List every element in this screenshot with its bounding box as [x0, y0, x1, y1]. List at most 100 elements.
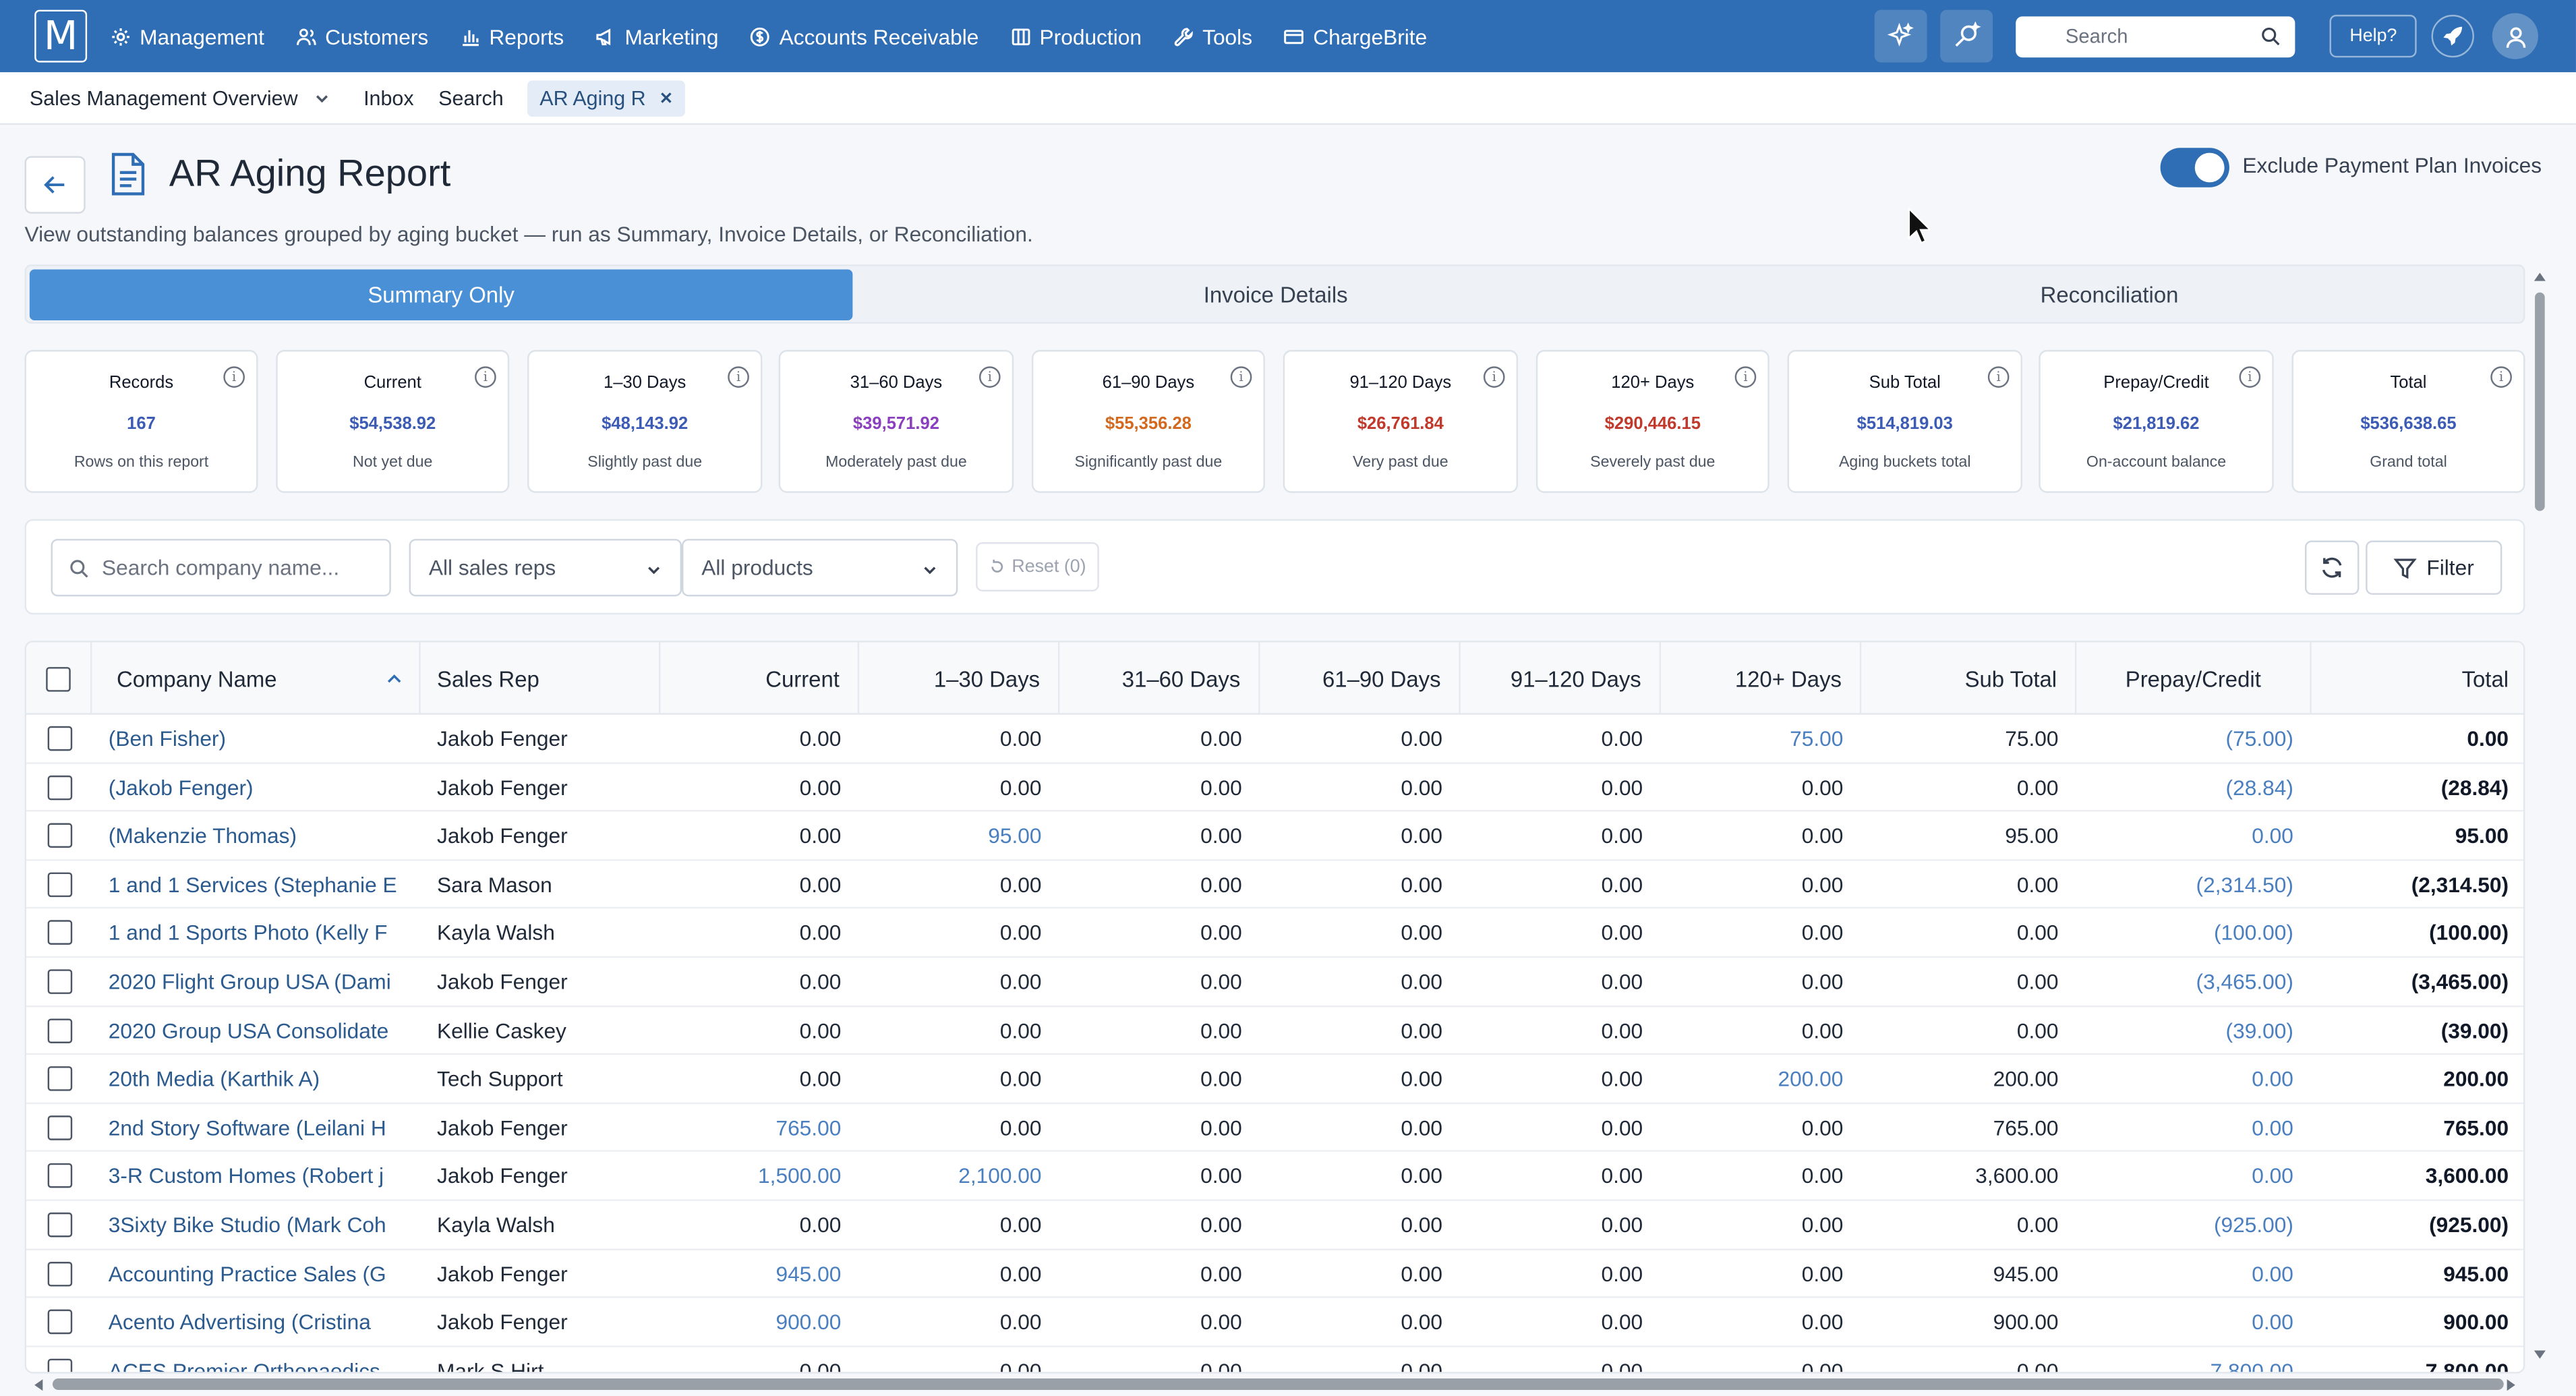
nav-management[interactable]: Management — [110, 24, 264, 49]
prepay-credit-cell[interactable]: (2,314.50) — [2196, 872, 2293, 897]
nav-production[interactable]: Production — [1010, 24, 1142, 49]
table-row[interactable]: 1 and 1 Sports Photo (Kelly F Kayla Walsh… — [26, 909, 2524, 958]
info-icon[interactable]: i — [1987, 366, 2010, 388]
prepay-credit-cell[interactable]: 0.00 — [2252, 1261, 2293, 1286]
prepay-credit-cell[interactable]: 0.00 — [2252, 1310, 2293, 1335]
vertical-scrollbar[interactable] — [2531, 271, 2548, 1368]
table-row[interactable]: Acento Advertising (Cristina Jakob Fenger… — [26, 1298, 2524, 1347]
prepay-credit-cell[interactable]: (100.00) — [2213, 921, 2293, 946]
row-checkbox[interactable] — [47, 969, 71, 994]
scroll-down-arrow-icon[interactable] — [2534, 1349, 2546, 1360]
table-row[interactable]: 2020 Group USA Consolidate Kellie Caskey 0… — [26, 1006, 2524, 1055]
reset-filters-button[interactable]: Reset (0) — [976, 542, 1099, 592]
row-checkbox[interactable] — [47, 823, 71, 848]
company-name-cell[interactable]: Accounting Practice Sales (G — [108, 1261, 386, 1286]
info-icon[interactable]: i — [475, 366, 496, 388]
info-icon[interactable]: i — [1483, 366, 1505, 388]
table-row[interactable]: (Jakob Fenger) Jakob Fenger 0.00 0.00 0.00 0.… — [26, 763, 2524, 812]
sort-ascending-icon[interactable] — [386, 672, 403, 685]
company-name-cell[interactable]: (Makenzie Thomas) — [108, 823, 297, 848]
company-name-cell[interactable]: (Jakob Fenger) — [108, 774, 254, 800]
current-cell[interactable]: 900.00 — [775, 1310, 842, 1335]
back-button[interactable] — [24, 156, 86, 214]
tab-inbox[interactable]: Inbox — [363, 86, 414, 110]
tab-search[interactable]: Search — [438, 86, 504, 110]
days-120-plus-cell[interactable]: 200.00 — [1778, 1066, 1844, 1092]
app-logo[interactable]: M — [34, 9, 88, 63]
current-cell[interactable]: 945.00 — [775, 1261, 842, 1286]
nav-customers[interactable]: Customers — [295, 24, 428, 49]
prepay-credit-cell[interactable]: (28.84) — [2225, 774, 2293, 800]
company-name-cell[interactable]: 20th Media (Karthik A) — [108, 1066, 320, 1092]
prepay-credit-cell[interactable]: (925.00) — [2213, 1212, 2293, 1238]
row-checkbox[interactable] — [47, 1066, 71, 1092]
table-row[interactable]: 2020 Flight Group USA (Dami Jakob Fenger 0… — [26, 958, 2524, 1007]
column-total[interactable]: Total — [2461, 666, 2509, 691]
column-1-30-days[interactable]: 1–30 Days — [859, 642, 1060, 715]
refresh-button[interactable] — [2304, 540, 2360, 595]
prepay-credit-cell[interactable]: 0.00 — [2252, 1066, 2293, 1092]
column-sub-total[interactable]: Sub Total — [1861, 642, 2077, 715]
table-row[interactable]: 20th Media (Karthik A) Tech Support 0.00 0.… — [26, 1055, 2524, 1104]
days-120-plus-cell[interactable]: 75.00 — [1790, 726, 1844, 751]
products-select[interactable]: All products — [682, 539, 958, 597]
row-checkbox[interactable] — [47, 1115, 71, 1140]
table-row[interactable]: Accounting Practice Sales (G Jakob Fenger… — [26, 1250, 2524, 1299]
nav-accounts-receivable[interactable]: Accounts Receivable — [750, 24, 978, 49]
global-search-button[interactable] — [1940, 9, 1993, 63]
info-icon[interactable]: i — [728, 366, 749, 388]
row-checkbox[interactable] — [47, 1358, 71, 1372]
company-name-cell[interactable]: 1 and 1 Services (Stephanie E — [108, 872, 397, 897]
row-checkbox[interactable] — [47, 1310, 71, 1335]
row-checkbox[interactable] — [47, 1212, 71, 1238]
column-91-120-days[interactable]: 91–120 Days — [1461, 642, 1661, 715]
table-row[interactable]: 2nd Story Software (Leilani H Jakob Fenge… — [26, 1104, 2524, 1153]
prepay-credit-cell[interactable]: (75.00) — [2225, 726, 2293, 751]
tab-ar-aging-report[interactable]: AR Aging R — [528, 80, 686, 116]
nav-reports[interactable]: Reports — [460, 24, 564, 49]
prepay-credit-cell[interactable]: 0.00 — [2252, 823, 2293, 848]
mode-invoice-details[interactable]: Invoice Details — [1203, 283, 1348, 308]
info-icon[interactable]: i — [978, 366, 1001, 388]
company-name-cell[interactable]: 2nd Story Software (Leilani H — [108, 1115, 386, 1140]
company-name-cell[interactable]: ACES Premier Orthopaedics — [108, 1358, 380, 1374]
info-icon[interactable]: i — [1230, 366, 1252, 388]
scroll-up-arrow-icon[interactable] — [2534, 271, 2546, 283]
current-cell[interactable]: 1,500.00 — [758, 1163, 842, 1189]
company-name-cell[interactable]: 3Sixty Bike Studio (Mark Coh — [108, 1212, 386, 1238]
table-row[interactable]: 3Sixty Bike Studio (Mark Coh Kayla Walsh 0… — [26, 1201, 2524, 1250]
prepay-credit-cell[interactable]: 7,800.00 — [2210, 1358, 2293, 1374]
top-search-input[interactable]: Search — [2016, 16, 2295, 57]
info-icon[interactable]: i — [2239, 366, 2261, 388]
table-row[interactable]: (Makenzie Thomas) Jakob Fenger 0.00 95.00 0.… — [26, 812, 2524, 861]
table-row[interactable]: 3-R Custom Homes (Robert j Jakob Fenger 1,… — [26, 1153, 2524, 1201]
help-button[interactable]: Help? — [2330, 14, 2417, 58]
info-icon[interactable]: i — [1734, 366, 1757, 388]
nav-tools[interactable]: Tools — [1173, 24, 1252, 49]
chevron-down-icon[interactable] — [314, 90, 330, 106]
info-icon[interactable]: i — [2490, 366, 2512, 388]
vertical-scroll-thumb[interactable] — [2535, 292, 2545, 511]
company-search-input[interactable]: Search company name... — [51, 539, 391, 597]
row-checkbox[interactable] — [47, 726, 71, 751]
prepay-credit-cell[interactable]: 0.00 — [2252, 1115, 2293, 1140]
select-all-checkbox[interactable] — [46, 666, 71, 691]
column-sales-rep[interactable]: Sales Rep — [421, 642, 661, 715]
filter-button[interactable]: Filter — [2366, 540, 2502, 595]
column-61-90-days[interactable]: 61–90 Days — [1260, 642, 1461, 715]
row-checkbox[interactable] — [47, 872, 71, 897]
row-checkbox[interactable] — [47, 1163, 71, 1189]
mode-reconciliation[interactable]: Reconciliation — [2040, 283, 2179, 308]
days-1-30-cell[interactable]: 2,100.00 — [958, 1163, 1042, 1189]
row-checkbox[interactable] — [47, 921, 71, 946]
mode-summary-only[interactable]: Summary Only — [29, 269, 853, 321]
company-name-cell[interactable]: 2020 Flight Group USA (Dami — [108, 969, 391, 994]
prepay-credit-cell[interactable]: (3,465.00) — [2196, 969, 2293, 994]
sales-rep-select[interactable]: All sales reps — [409, 539, 682, 597]
column-prepay-credit[interactable]: Prepay/Credit — [2076, 642, 2312, 715]
close-icon[interactable] — [659, 90, 674, 105]
column-company-name[interactable]: Company Name — [92, 642, 421, 715]
company-name-cell[interactable]: 3-R Custom Homes (Robert j — [108, 1163, 384, 1189]
column-120-plus-days[interactable]: 120+ Days — [1661, 642, 1862, 715]
prepay-credit-cell[interactable]: (39.00) — [2225, 1018, 2293, 1043]
